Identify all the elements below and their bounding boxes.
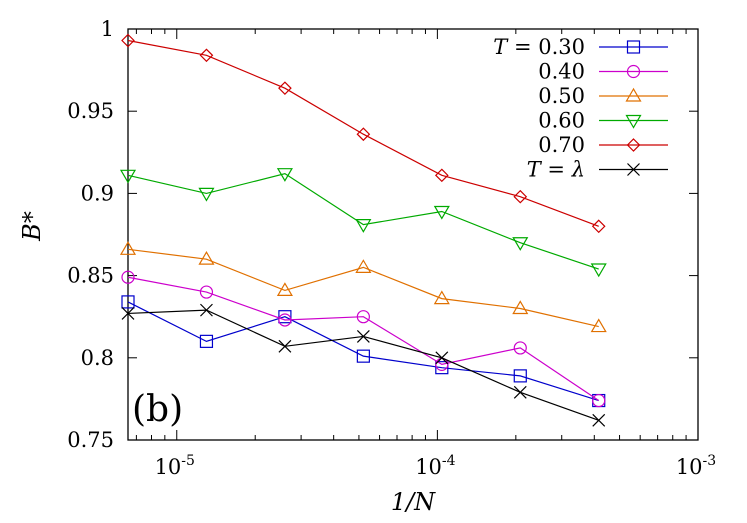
x-tick-label-1: 10-4 xyxy=(415,453,455,479)
y-tick-label-4: 0.95 xyxy=(67,99,114,123)
data-point-0-3 xyxy=(356,349,370,363)
y-axis-title: B* xyxy=(18,211,46,242)
data-point-3-4 xyxy=(433,205,450,220)
data-point-1-3 xyxy=(356,310,370,324)
x-tick-label-0: 10-5 xyxy=(155,453,195,479)
data-point-3-6 xyxy=(590,263,607,278)
panel-label: (b) xyxy=(132,389,183,430)
legend-marker-2 xyxy=(625,87,642,102)
y-tick-label-1: 0.8 xyxy=(81,346,114,370)
series-0 xyxy=(121,295,606,408)
y-tick-label-5: 1 xyxy=(101,17,114,41)
data-point-3-5 xyxy=(512,237,529,251)
y-tick-label-3: 0.9 xyxy=(81,181,114,205)
series-2 xyxy=(119,241,607,333)
data-point-2-5 xyxy=(512,300,529,315)
series-4 xyxy=(121,33,606,234)
series-line-0 xyxy=(127,301,599,402)
data-point-1-1 xyxy=(199,285,214,299)
legend-marker-1 xyxy=(626,64,641,79)
data-point-3-0 xyxy=(119,169,137,184)
data-point-5-2 xyxy=(278,339,292,353)
x-axis-title: 1/N xyxy=(391,488,436,516)
series-3 xyxy=(119,168,607,278)
data-point-2-1 xyxy=(198,250,215,265)
series-line-1 xyxy=(127,276,600,402)
data-point-0-2 xyxy=(278,310,292,324)
legend-label-0: T = 0.30 xyxy=(493,35,585,59)
data-point-1-0 xyxy=(121,270,135,284)
series-5 xyxy=(121,303,606,427)
legend-marker-0 xyxy=(626,40,641,54)
legend-marker-3 xyxy=(625,114,642,129)
data-point-4-2 xyxy=(278,81,292,96)
legend-label-5: T = λ xyxy=(527,158,585,182)
data-point-2-0 xyxy=(119,241,137,255)
legend: T = 0.300.400.500.600.70T = λ xyxy=(493,35,668,182)
data-point-4-5 xyxy=(513,189,528,204)
data-point-5-6 xyxy=(592,413,606,427)
series-line-3 xyxy=(127,173,599,270)
x-tick-label-2: 10-3 xyxy=(676,453,716,479)
data-point-3-2 xyxy=(276,168,293,182)
data-point-5-3 xyxy=(356,330,370,343)
y-axis-ticks: 0.75 0.8 0.85 0.9 0.95 1 xyxy=(67,17,698,452)
data-point-0-1 xyxy=(199,334,214,348)
series-line-4 xyxy=(127,39,599,227)
data-point-3-3 xyxy=(355,219,372,233)
series-layer xyxy=(119,33,607,427)
data-point-5-5 xyxy=(513,385,527,399)
series-1 xyxy=(121,270,606,408)
data-point-1-2 xyxy=(278,313,292,327)
legend-marker-5 xyxy=(627,163,640,176)
data-point-0-0 xyxy=(121,295,135,309)
y-tick-label-0: 0.75 xyxy=(67,428,114,452)
data-point-2-2 xyxy=(276,282,293,296)
data-point-4-6 xyxy=(591,219,606,234)
data-point-2-4 xyxy=(433,290,450,305)
data-point-1-5 xyxy=(513,341,527,355)
data-point-4-3 xyxy=(356,127,371,142)
data-point-0-5 xyxy=(513,369,527,383)
series-line-5 xyxy=(127,309,599,421)
legend-marker-4 xyxy=(626,138,641,152)
data-point-2-6 xyxy=(590,318,607,333)
legend-label-1: 0.40 xyxy=(538,60,585,84)
data-point-0-4 xyxy=(435,361,449,375)
data-point-4-0 xyxy=(121,33,135,48)
data-point-5-4 xyxy=(435,351,449,365)
data-point-4-1 xyxy=(199,48,214,63)
data-point-5-0 xyxy=(121,306,135,320)
plot-frame xyxy=(127,28,699,441)
data-point-1-6 xyxy=(592,393,606,408)
data-point-4-4 xyxy=(434,168,449,183)
legend-label-3: 0.60 xyxy=(538,109,585,133)
data-point-5-1 xyxy=(200,303,213,317)
data-point-2-3 xyxy=(355,259,372,273)
legend-label-4: 0.70 xyxy=(538,133,585,157)
series-line-2 xyxy=(127,248,599,328)
data-point-3-1 xyxy=(198,187,215,202)
legend-label-2: 0.50 xyxy=(538,84,585,108)
y-tick-label-2: 0.85 xyxy=(67,264,114,288)
